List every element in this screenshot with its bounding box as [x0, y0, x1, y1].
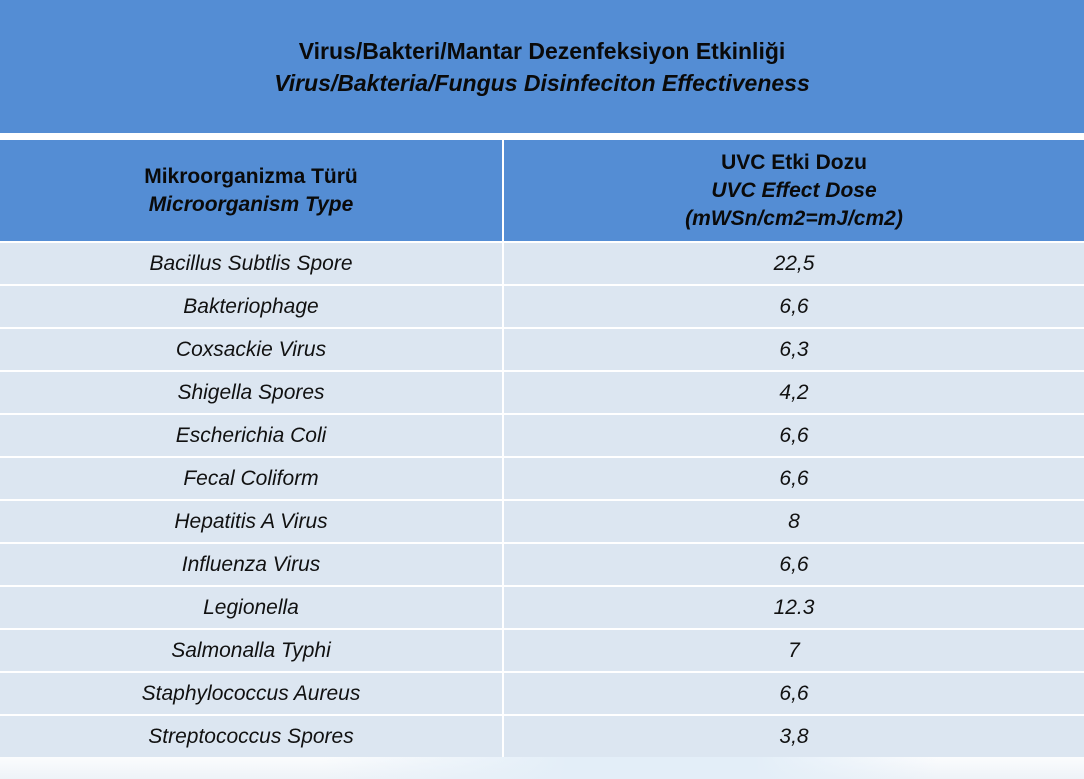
organism-cell: Fecal Coliform — [0, 456, 503, 500]
table-row: Staphylococcus Aureus 6,6 — [0, 671, 1084, 715]
header-uvc-dose-en: UVC Effect Dose — [711, 178, 877, 202]
organism-cell: Salmonalla Typhi — [0, 628, 503, 672]
dose-cell: 6,3 — [502, 327, 1084, 371]
organism-cell: Hepatitis A Virus — [0, 499, 503, 543]
disinfection-table-container: Mikroorganizma Türü Microorganism Type U… — [0, 138, 1084, 757]
dose-cell: 3,8 — [502, 714, 1084, 757]
table-row: Streptococcus Spores 3,8 — [0, 714, 1084, 757]
dose-cell: 6,6 — [502, 413, 1084, 457]
table-row: Bakteriophage 6,6 — [0, 284, 1084, 328]
organism-cell: Shigella Spores — [0, 370, 503, 414]
title-english: Virus/Bakteria/Fungus Disinfeciton Effec… — [274, 69, 810, 96]
dose-cell: 12.3 — [502, 585, 1084, 629]
header-microorganism: Mikroorganizma Türü Microorganism Type — [0, 138, 503, 242]
table-row: Escherichia Coli 6,6 — [0, 413, 1084, 457]
table-header-row: Mikroorganizma Türü Microorganism Type U… — [0, 138, 1084, 242]
title-banner: Virus/Bakteri/Mantar Dezenfeksiyon Etkin… — [0, 0, 1084, 133]
dose-cell: 22,5 — [502, 241, 1084, 285]
dose-cell: 4,2 — [502, 370, 1084, 414]
organism-cell: Influenza Virus — [0, 542, 503, 586]
dose-cell: 6,6 — [502, 671, 1084, 715]
organism-cell: Legionella — [0, 585, 503, 629]
organism-cell: Bakteriophage — [0, 284, 503, 328]
table-row: Coxsackie Virus 6,3 — [0, 327, 1084, 371]
dose-cell: 8 — [502, 499, 1084, 543]
dose-cell: 6,6 — [502, 284, 1084, 328]
table-row: Bacillus Subtlis Spore 22,5 — [0, 241, 1084, 285]
organism-cell: Bacillus Subtlis Spore — [0, 241, 503, 285]
dose-cell: 6,6 — [502, 542, 1084, 586]
header-microorganism-en: Microorganism Type — [148, 192, 354, 216]
organism-cell: Streptococcus Spores — [0, 714, 503, 757]
table-row: Salmonalla Typhi 7 — [0, 628, 1084, 672]
header-uvc-dose-tr: UVC Etki Dozu — [721, 150, 867, 174]
header-uvc-dose-unit: (mWSn/cm2=mJ/cm2) — [685, 206, 903, 230]
organism-cell: Coxsackie Virus — [0, 327, 503, 371]
table-row: Fecal Coliform 6,6 — [0, 456, 1084, 500]
dose-cell: 6,6 — [502, 456, 1084, 500]
table-row: Hepatitis A Virus 8 — [0, 499, 1084, 543]
header-microorganism-tr: Mikroorganizma Türü — [144, 164, 358, 188]
header-uvc-dose: UVC Etki Dozu UVC Effect Dose (mWSn/cm2=… — [502, 138, 1084, 242]
organism-cell: Staphylococcus Aureus — [0, 671, 503, 715]
dose-cell: 7 — [502, 628, 1084, 672]
organism-cell: Escherichia Coli — [0, 413, 503, 457]
disinfection-table: Mikroorganizma Türü Microorganism Type U… — [0, 138, 1084, 757]
table-row: Legionella 12.3 — [0, 585, 1084, 629]
table-row: Shigella Spores 4,2 — [0, 370, 1084, 414]
table-row: Influenza Virus 6,6 — [0, 542, 1084, 586]
title-turkish: Virus/Bakteri/Mantar Dezenfeksiyon Etkin… — [298, 37, 786, 64]
